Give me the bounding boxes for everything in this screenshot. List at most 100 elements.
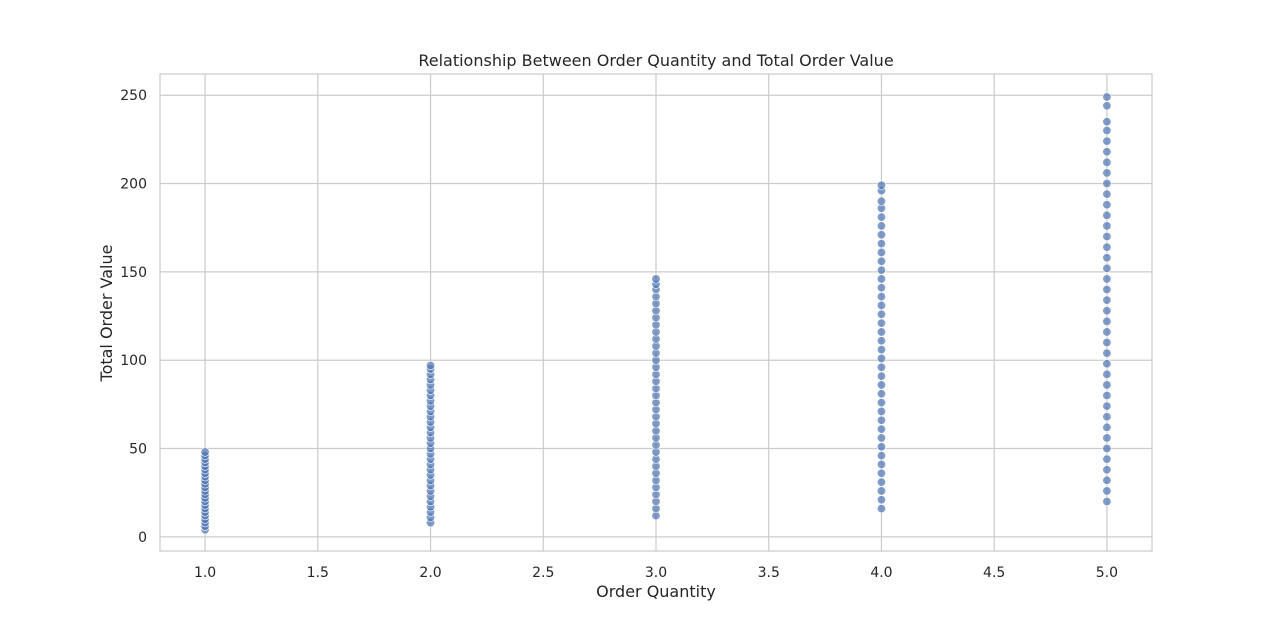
x-axis-label: Order Quantity [596,582,716,601]
scatter-point [1102,200,1112,210]
scatter-point [876,486,886,496]
scatter-point [1102,327,1112,337]
scatter-point [1102,92,1112,102]
x-tick-label: 4.5 [983,565,1005,581]
y-axis-ticks: 0 50 100 150 200 250 [120,88,147,546]
data-points [200,92,1112,535]
scatter-point [876,265,886,275]
scatter-point [1102,306,1112,316]
scatter-point [1102,433,1112,443]
scatter-point [1102,157,1112,167]
scatter-point [1102,232,1112,242]
y-tick-label: 50 [129,442,147,458]
scatter-point [1102,391,1112,401]
scatter-point [1102,295,1112,305]
scatter-point [876,442,886,452]
scatter-point [876,468,886,478]
x-axis-ticks: 1.0 1.5 2.0 2.5 3.0 3.5 4.0 4.5 5.0 [194,565,1118,581]
scatter-point [1102,444,1112,454]
scatter-point [1102,359,1112,369]
scatter-point [1102,454,1112,464]
scatter-point [876,336,886,346]
scatter-point [1102,369,1112,379]
scatter-point [1102,253,1112,263]
x-tick-label: 3.0 [645,565,667,581]
y-tick-label: 100 [120,353,147,369]
scatter-point [876,309,886,319]
scatter-point [1102,221,1112,231]
x-tick-label: 1.5 [307,565,329,581]
scatter-point [876,239,886,249]
y-tick-label: 0 [138,530,147,546]
y-tick-label: 200 [120,177,147,193]
scatter-point [876,433,886,443]
x-tick-label: 5.0 [1096,565,1118,581]
scatter-point [1102,126,1112,136]
chart-title: Relationship Between Order Quantity and … [418,51,893,70]
x-tick-label: 4.0 [870,565,892,581]
scatter-point [876,504,886,514]
scatter-point [426,360,436,370]
scatter-point [876,495,886,505]
scatter-point [1102,412,1112,422]
scatter-point [876,212,886,222]
scatter-point [1102,242,1112,252]
scatter-point [200,447,210,457]
scatter-point [876,180,886,190]
scatter-point [1102,263,1112,273]
scatter-point [1102,285,1112,295]
plot-frame [159,73,1153,552]
x-tick-label: 2.0 [419,565,441,581]
scatter-point [876,380,886,390]
scatter-point [1102,168,1112,178]
y-tick-label: 150 [120,265,147,281]
y-axis-label: Total Order Value [97,245,116,383]
scatter-point [1102,338,1112,348]
scatter-point [876,406,886,416]
scatter-point [876,424,886,434]
scatter-point [1102,475,1112,485]
scatter-point [1102,210,1112,220]
scatter-point [1102,179,1112,189]
scatter-point [876,318,886,328]
scatter-point [876,398,886,408]
scatter-point [1102,147,1112,157]
scatter-point [1102,101,1112,111]
scatter-point [876,477,886,487]
scatter-point [1102,274,1112,284]
scatter-point [1102,422,1112,432]
scatter-point [1102,136,1112,146]
scatter-point [876,247,886,257]
scatter-point [1102,497,1112,507]
scatter-point [876,362,886,372]
y-tick-label: 250 [120,88,147,104]
scatter-point [876,353,886,363]
scatter-point [876,371,886,381]
scatter-point [876,221,886,231]
scatter-point [876,292,886,302]
scatter-point [1102,348,1112,358]
scatter-point [1102,465,1112,475]
scatter-point [876,274,886,284]
scatter-point [876,345,886,355]
scatter-point [1102,117,1112,127]
scatter-point [876,451,886,461]
scatter-point [876,230,886,240]
scatter-point [876,196,886,206]
scatter-point [876,389,886,399]
scatter-point [1102,189,1112,199]
scatter-point [1102,316,1112,326]
grid-lines [160,74,1152,551]
scatter-point [876,256,886,266]
scatter-point [876,327,886,337]
scatter-point [1102,486,1112,496]
x-tick-label: 2.5 [532,565,554,581]
scatter-point [1102,380,1112,390]
scatter-point [1102,401,1112,411]
scatter-point [876,283,886,293]
scatter-point [876,415,886,425]
x-tick-label: 1.0 [194,565,216,581]
